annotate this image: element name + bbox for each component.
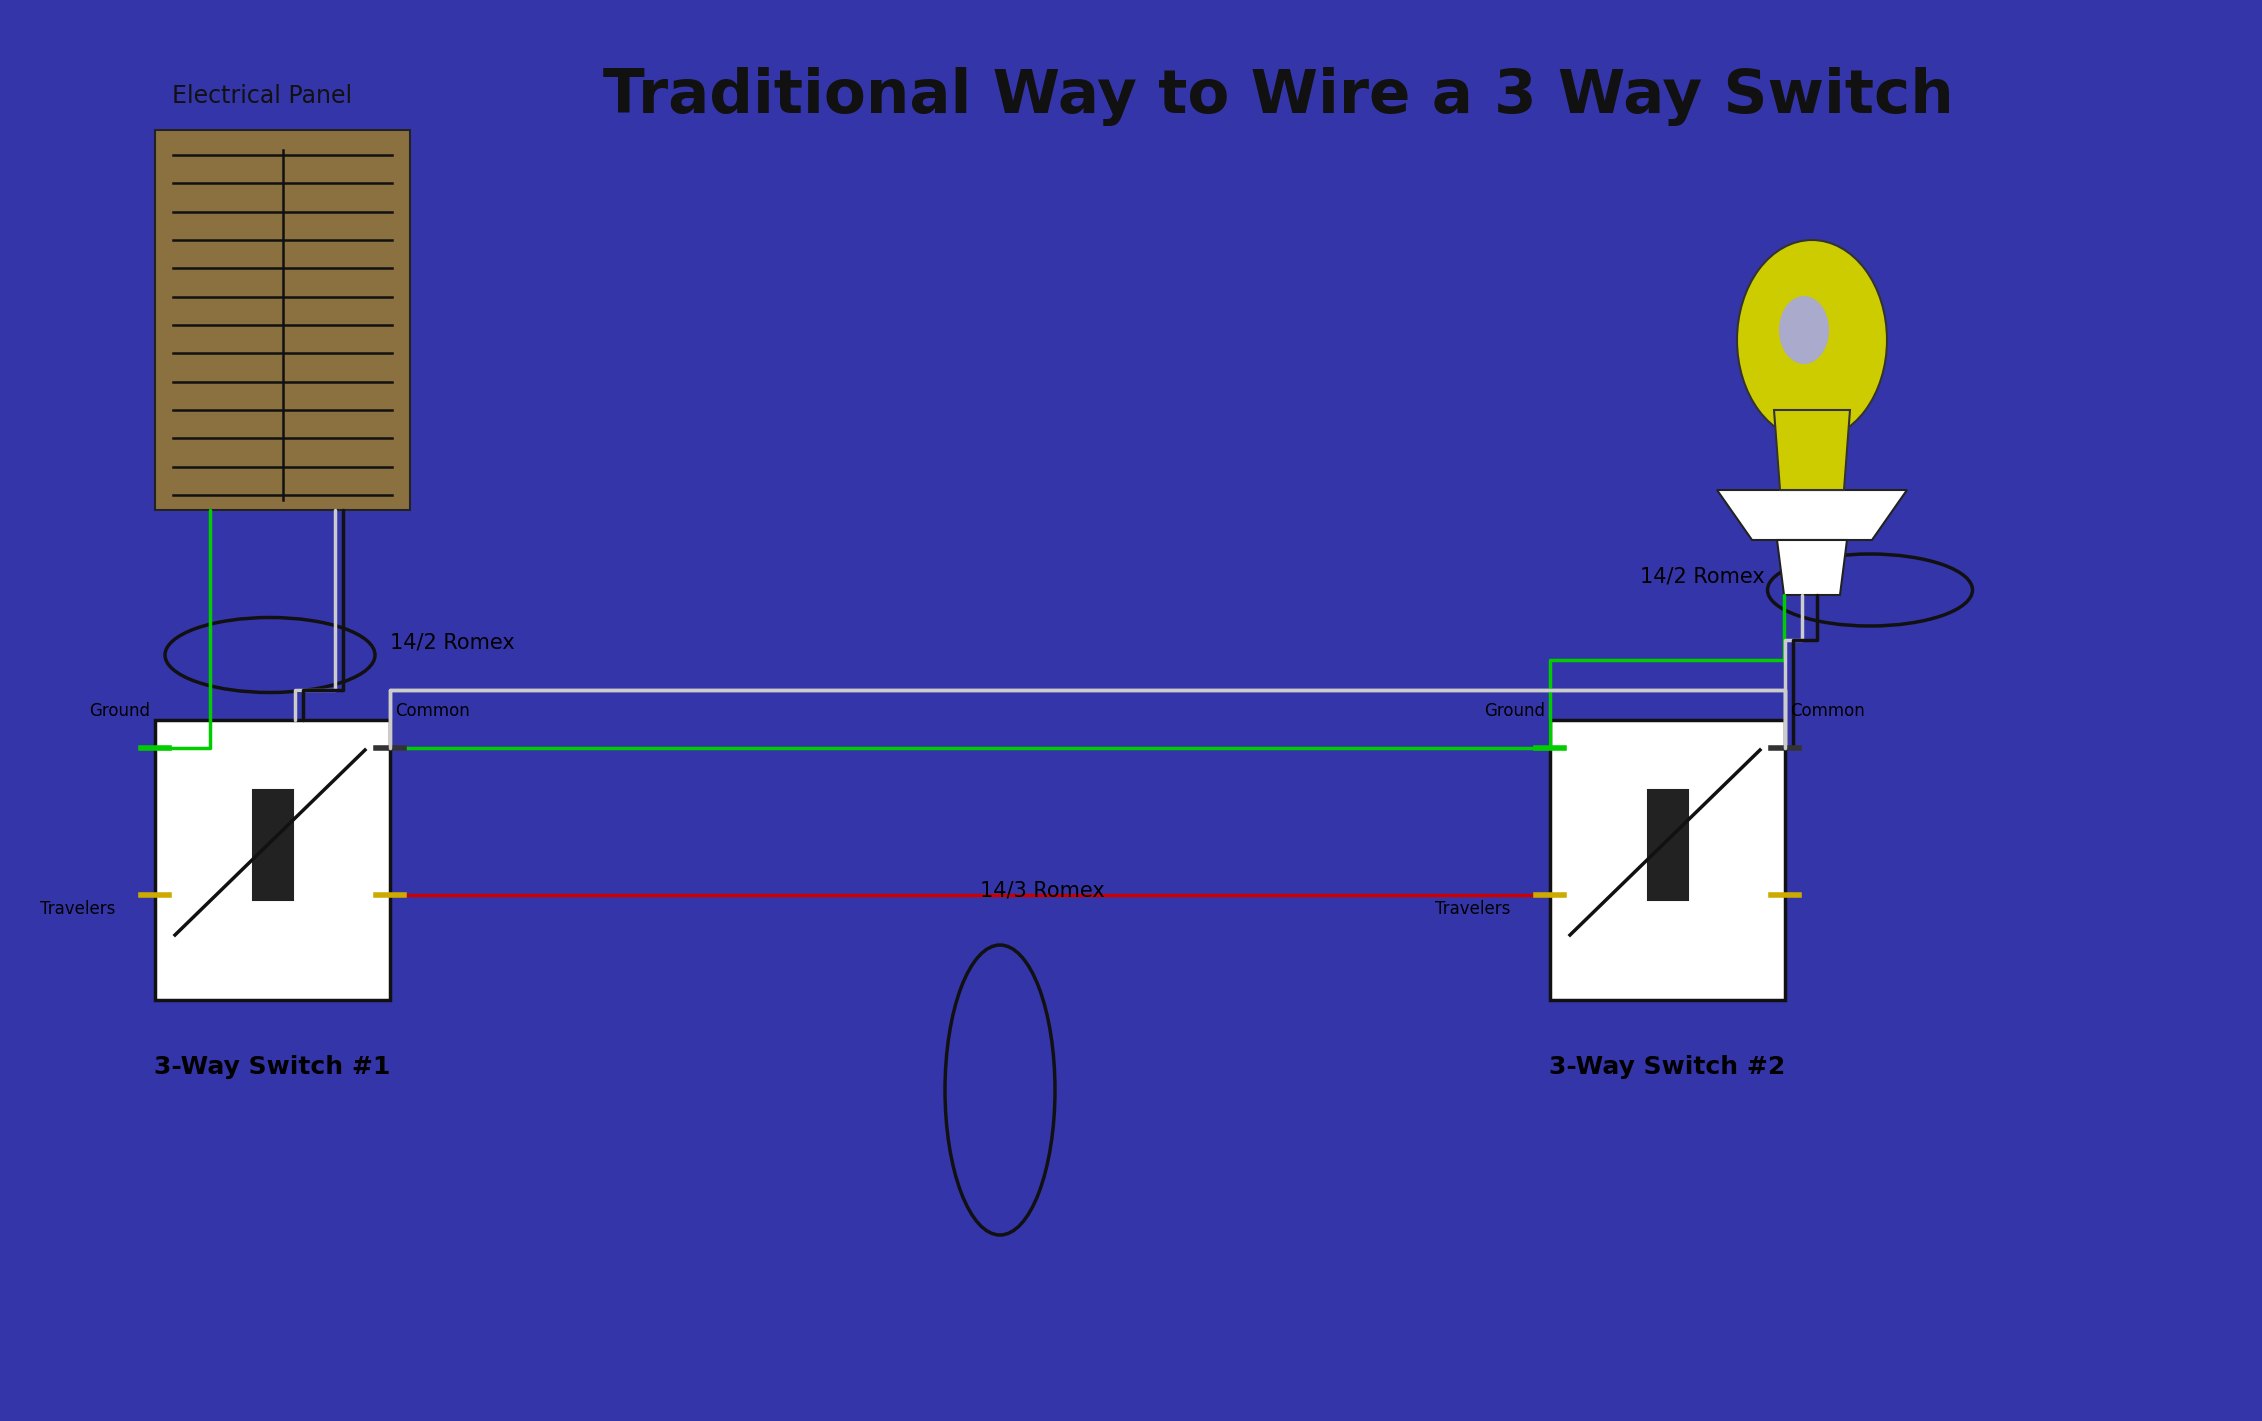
Bar (1647, 790, 1687, 899)
Polygon shape (1778, 540, 1848, 595)
Text: Traditional Way to Wire a 3 Way Switch: Traditional Way to Wire a 3 Way Switch (602, 67, 1954, 126)
Text: 14/2 Romex: 14/2 Romex (1640, 566, 1764, 585)
Text: Travelers: Travelers (1434, 899, 1511, 918)
Text: 3-Way Switch #2: 3-Way Switch #2 (1549, 1054, 1785, 1079)
Text: Ground: Ground (88, 702, 149, 720)
Text: 14/3 Romex: 14/3 Romex (979, 880, 1104, 899)
Polygon shape (1773, 411, 1850, 490)
Polygon shape (1717, 490, 1907, 540)
Bar (253, 790, 292, 899)
Bar (156, 720, 389, 1000)
Text: 3-Way Switch #1: 3-Way Switch #1 (154, 1054, 391, 1079)
Ellipse shape (1778, 296, 1830, 364)
Text: Travelers: Travelers (41, 899, 115, 918)
Bar (1549, 720, 1785, 1000)
Text: Common: Common (1789, 702, 1864, 720)
Bar (156, 129, 409, 510)
Text: 14/2 Romex: 14/2 Romex (389, 632, 516, 654)
Ellipse shape (1737, 240, 1887, 441)
Text: Common: Common (396, 702, 470, 720)
Text: Ground: Ground (1484, 702, 1545, 720)
Text: Electrical Panel: Electrical Panel (172, 84, 353, 108)
